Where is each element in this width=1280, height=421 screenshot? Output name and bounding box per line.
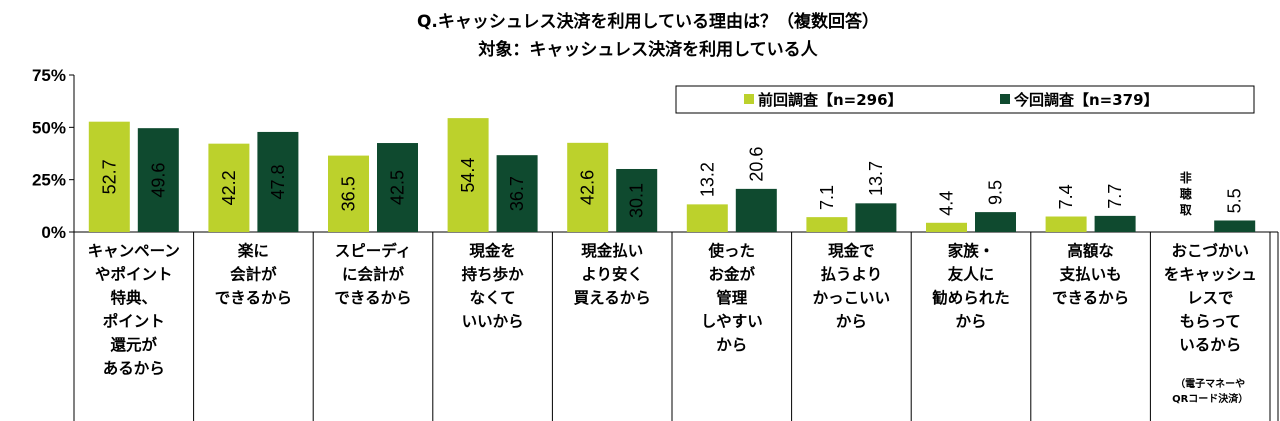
category-label: いいから bbox=[462, 313, 524, 331]
bar-previous bbox=[926, 222, 967, 232]
value-label: 9.5 bbox=[986, 180, 1006, 205]
category-note: QRコード決済） bbox=[1172, 392, 1248, 405]
bars bbox=[88, 118, 1256, 232]
value-label: 7.4 bbox=[1056, 184, 1076, 209]
value-label: 13.7 bbox=[866, 161, 886, 196]
value-label: 5.5 bbox=[1225, 188, 1245, 213]
y-tick-label: 75% bbox=[32, 66, 66, 85]
category-label: おこづかい bbox=[1171, 242, 1249, 260]
category-label: 楽に bbox=[238, 241, 269, 260]
bar-previous bbox=[686, 204, 728, 232]
value-label: 42.5 bbox=[388, 170, 408, 205]
bar-previous bbox=[208, 143, 250, 232]
value-label: 13.2 bbox=[697, 162, 717, 197]
y-tick-label: 0% bbox=[41, 223, 66, 242]
bar-current bbox=[1094, 215, 1136, 232]
bar-current bbox=[1214, 220, 1256, 232]
bar-current bbox=[257, 131, 299, 232]
category-label: 会計が bbox=[230, 265, 277, 284]
bar-previous bbox=[328, 155, 369, 232]
bar-current bbox=[377, 143, 418, 232]
legend-swatch-previous bbox=[744, 94, 754, 104]
value-label: 54.4 bbox=[458, 158, 478, 193]
category-label: 高額な bbox=[1067, 241, 1114, 260]
chart-subtitle: 対象：キャッシュレス決済を利用している人 bbox=[477, 39, 818, 60]
category-label: から bbox=[836, 313, 867, 331]
category-note: （電子マネーや bbox=[1175, 377, 1245, 390]
legend-swatch-current bbox=[1000, 94, 1010, 104]
category-label: 支払いも bbox=[1059, 265, 1122, 284]
bar-current bbox=[137, 128, 179, 232]
bar-current bbox=[616, 168, 658, 232]
value-label: 49.6 bbox=[148, 163, 168, 198]
category-label: 管理 bbox=[716, 288, 748, 307]
category-label: 勧められた bbox=[932, 288, 1010, 307]
y-tick-label: 25% bbox=[32, 171, 66, 190]
category-label: ポイント bbox=[103, 312, 165, 331]
value-label: 7.7 bbox=[1105, 184, 1125, 209]
category-label: あるから bbox=[103, 360, 165, 378]
category-label: 現金で bbox=[828, 241, 875, 260]
category-label: 持ち歩か bbox=[462, 265, 525, 284]
category-label: から bbox=[716, 336, 747, 354]
value-label: 36.5 bbox=[339, 176, 359, 211]
bar-current bbox=[855, 203, 897, 232]
category-label: なくて bbox=[470, 289, 516, 307]
chart-title: Q.キャッシュレス決済を利用している理由は？（複数回答） bbox=[417, 11, 879, 32]
value-label: 7.1 bbox=[817, 185, 837, 210]
category-label: もらって bbox=[1180, 313, 1241, 331]
category-label: できるから bbox=[334, 289, 411, 307]
category-label: レスで bbox=[1187, 289, 1234, 307]
category-label: かっこいい bbox=[813, 289, 891, 307]
bar-previous bbox=[88, 121, 130, 232]
category-label: できるから bbox=[215, 289, 292, 307]
category-label: に会計が bbox=[342, 265, 405, 284]
category-label: キャンペーン bbox=[88, 242, 180, 260]
value-label: 20.6 bbox=[746, 147, 766, 182]
category-label: 買えるから bbox=[574, 289, 651, 307]
value-label: 52.7 bbox=[99, 159, 119, 194]
category-label: 現金払い bbox=[581, 241, 643, 260]
category-label: 友人に bbox=[948, 265, 995, 284]
category-label: より安く bbox=[581, 265, 643, 284]
category-label: 還元が bbox=[111, 335, 158, 354]
y-tick-label: 50% bbox=[32, 118, 66, 137]
legend-label: 前回調査【n=296】 bbox=[758, 91, 903, 109]
category-label: 特典、 bbox=[111, 288, 158, 307]
category-label: お金が bbox=[709, 265, 756, 284]
category-label: から bbox=[955, 313, 986, 331]
category-label: やポイント bbox=[95, 265, 173, 284]
bar-current bbox=[496, 155, 538, 232]
value-label-not-asked: 聴 bbox=[1180, 186, 1192, 201]
bar-previous bbox=[806, 217, 848, 232]
value-label-not-asked: 取 bbox=[1180, 203, 1192, 217]
value-label: 47.8 bbox=[268, 164, 288, 199]
category-label: をキャッシュ bbox=[1164, 266, 1257, 284]
value-label: 42.6 bbox=[578, 170, 598, 205]
bar-previous bbox=[447, 118, 489, 232]
value-label: 42.2 bbox=[219, 170, 239, 205]
value-label: 4.4 bbox=[937, 191, 957, 216]
category-label: しやすい bbox=[701, 313, 763, 331]
category-label: 家族・ bbox=[948, 241, 995, 260]
category-label: できるから bbox=[1052, 289, 1129, 307]
bar-previous bbox=[1045, 216, 1087, 232]
legend-label: 今回調査【n=379】 bbox=[1013, 91, 1159, 109]
bar-previous bbox=[567, 142, 609, 232]
category-label: 払うより bbox=[821, 265, 883, 284]
category-label: いるから bbox=[1179, 336, 1241, 354]
value-label: 30.1 bbox=[627, 183, 647, 218]
category-label: 現金を bbox=[469, 241, 516, 260]
bar-current bbox=[735, 188, 777, 232]
bar-current bbox=[975, 212, 1016, 232]
category-label: 使った bbox=[708, 241, 756, 260]
value-labels: 52.7 49.6 42.2 47.8 36.5 42.5 54.4 36.7 42.6 30.1… bbox=[99, 147, 1244, 218]
category-label: スピーディ bbox=[335, 241, 411, 260]
value-label: 36.7 bbox=[507, 176, 527, 211]
legend-box bbox=[675, 85, 1255, 114]
value-label-not-asked: 非 bbox=[1180, 170, 1192, 185]
legend: 前回調査【n=296】 今回調査【n=379】 bbox=[675, 85, 1255, 114]
